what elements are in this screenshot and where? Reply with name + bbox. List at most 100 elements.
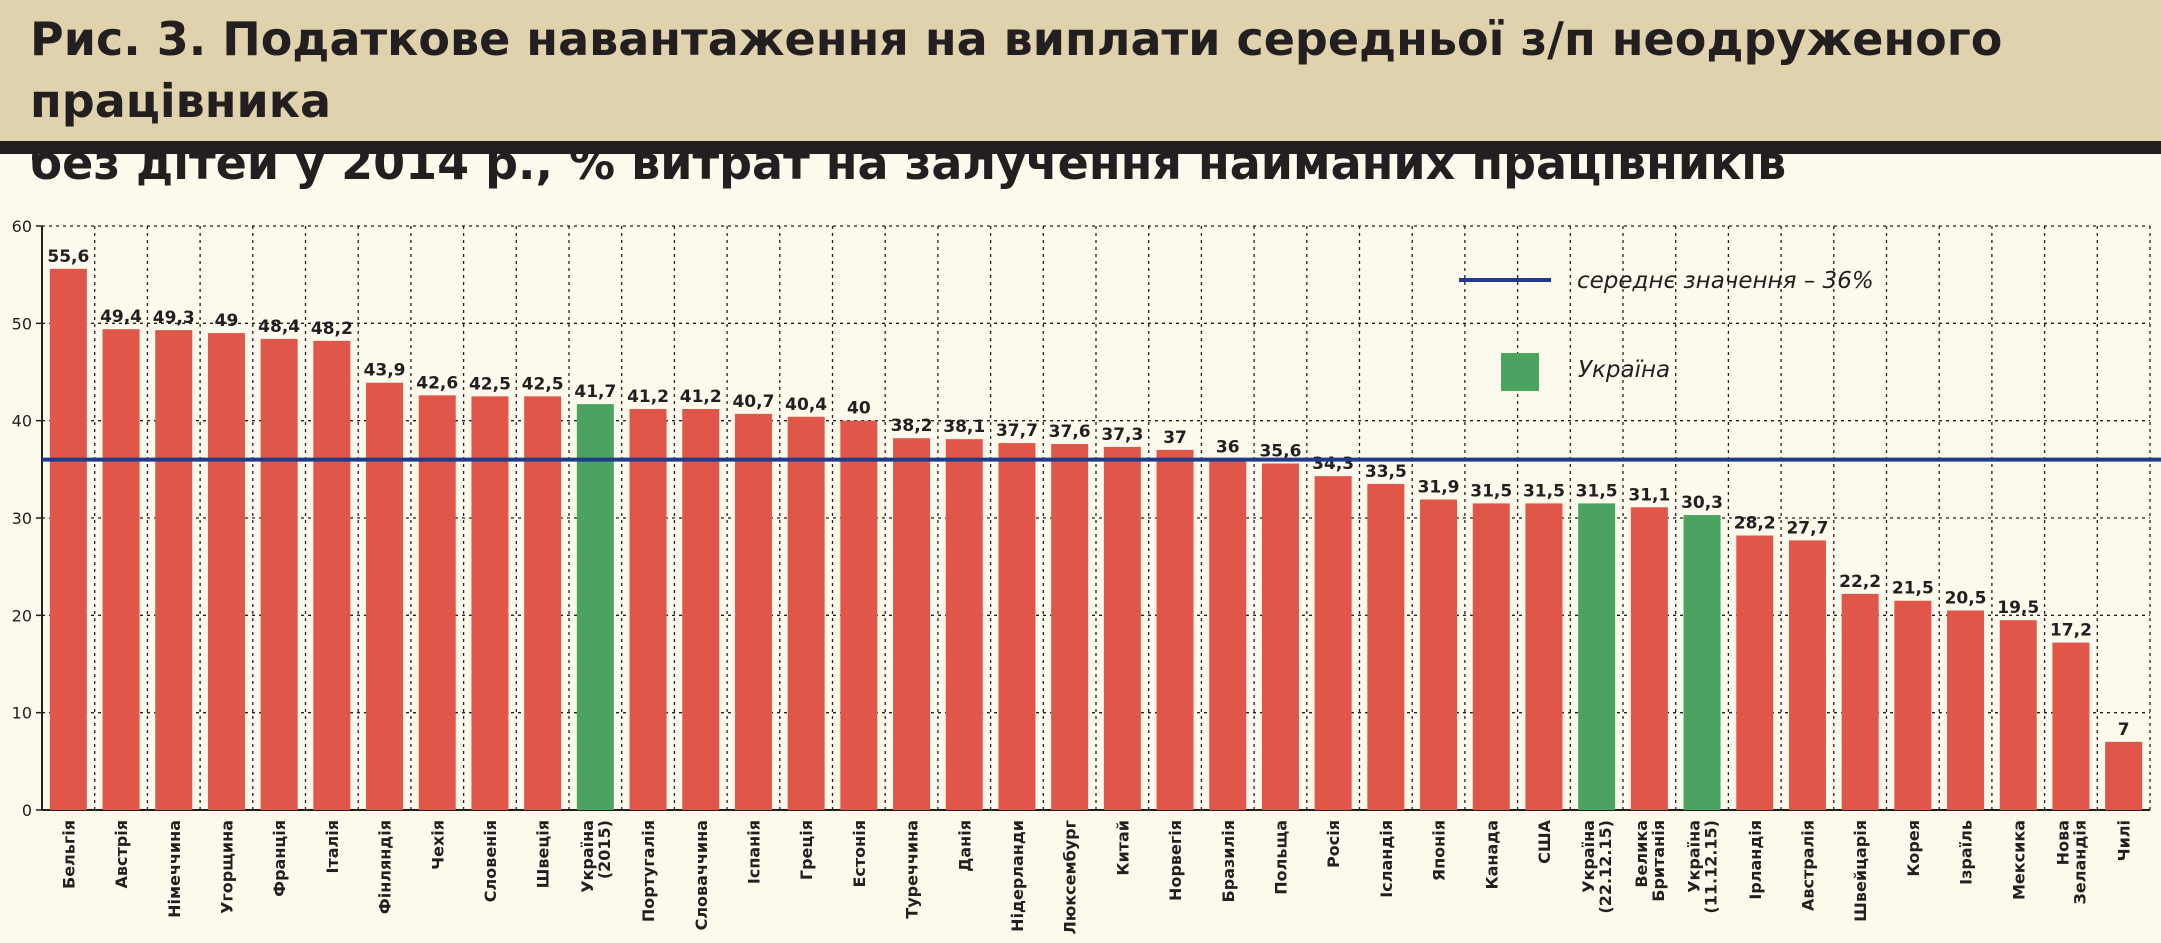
x-tick-label: Данія: [955, 820, 974, 872]
bar: [840, 420, 878, 810]
value-label: 37: [1163, 428, 1187, 448]
legend-ukraine-label: Україна: [1578, 357, 1670, 383]
bar: [1999, 620, 2037, 810]
bar: [893, 438, 931, 810]
value-label: 42,5: [469, 374, 511, 394]
x-tick-label: Україна(11.12.15): [1685, 820, 1721, 914]
x-tick-label: Ірландія: [1746, 820, 1765, 900]
y-tick-label: 0: [22, 801, 32, 820]
value-label: 48,2: [311, 319, 353, 339]
x-tick-label: Мексика: [2009, 820, 2028, 900]
value-label: 36: [1216, 438, 1240, 458]
bar: [945, 439, 983, 810]
bar: [1051, 444, 1089, 810]
x-tick-label: Швейцарія: [1851, 820, 1870, 922]
value-label: 22,2: [1839, 572, 1881, 592]
bar: [1209, 459, 1247, 810]
bar: [1103, 446, 1141, 810]
x-tick-label: Італія: [323, 820, 342, 874]
x-tick-label: Україна(22.12.15): [1579, 820, 1615, 914]
bar: [734, 413, 772, 810]
x-tick-label: Бельгія: [59, 820, 78, 889]
bar: [998, 443, 1036, 810]
bar: [576, 404, 614, 810]
bar: [1420, 499, 1458, 810]
value-label: 28,2: [1734, 514, 1776, 534]
bar: [1683, 515, 1721, 810]
x-tick-label: Австралія: [1798, 820, 1817, 911]
bar: [1841, 593, 1879, 810]
x-tick-label: Словаччина: [692, 820, 711, 930]
x-tick-label: Іспанія: [744, 820, 763, 884]
bar: [1314, 476, 1352, 810]
value-label: 30,3: [1681, 493, 1723, 513]
bar: [1894, 600, 1932, 810]
y-axis: 0 10 20 30 40 50 60: [12, 217, 42, 820]
value-label: 35,6: [1259, 441, 1301, 461]
x-tick-label: Фінляндія: [376, 820, 395, 914]
value-label: 41,7: [574, 382, 616, 402]
value-label: 37,3: [1101, 425, 1143, 445]
x-tick-label: Люксембург: [1061, 820, 1080, 935]
x-tick-label: Японія: [1430, 820, 1449, 881]
bar: [1630, 507, 1668, 810]
bar: [1947, 610, 1985, 810]
bar: [1367, 483, 1405, 810]
x-tick-label: Польща: [1271, 820, 1290, 895]
value-label: 31,1: [1628, 485, 1670, 505]
bar: [366, 382, 404, 810]
bar: [682, 408, 720, 810]
value-label: 42,5: [522, 374, 564, 394]
x-tick-label: Чехія: [428, 820, 447, 870]
value-label: 37,6: [1049, 422, 1091, 442]
x-tick-label: Словенія: [481, 820, 500, 902]
value-label: 21,5: [1892, 579, 1934, 599]
title-divider: [0, 141, 2161, 154]
x-tick-label: Корея: [1904, 820, 1923, 877]
bar-chart: 55,6 49,4 49,3 49 48,4 48,2 43,9 42,6 42,5 42,5 41…: [12, 217, 2161, 935]
chart-title: Рис. 3. Податкове навантаження на виплат…: [30, 12, 2003, 190]
x-tick-label: Естонія: [850, 820, 869, 888]
y-tick-label: 60: [12, 217, 32, 236]
x-tick-label: Франція: [270, 820, 289, 897]
x-tick-label: Україна(2015): [578, 820, 614, 893]
value-label: 34,3: [1312, 454, 1354, 474]
bars: [49, 268, 2143, 810]
title-banner: [0, 0, 2161, 141]
value-label: 38,2: [891, 416, 933, 436]
x-tick-label: Австрія: [112, 820, 131, 888]
legend-mean-label: середнє значення – 36%: [1577, 268, 1874, 294]
y-tick-label: 50: [12, 314, 32, 333]
bar: [629, 408, 667, 810]
y-tick-label: 20: [12, 606, 32, 625]
x-tick-label: Португалія: [639, 820, 658, 922]
x-tick-label: Ізраїль: [1957, 820, 1976, 885]
x-tick-label: США: [1535, 819, 1554, 864]
y-tick-label: 30: [12, 509, 32, 528]
bar: [471, 396, 509, 810]
x-tick-label: Угорщина: [217, 820, 236, 914]
value-label: 27,7: [1786, 518, 1828, 538]
value-label: 42,6: [416, 373, 458, 393]
bar: [1578, 503, 1616, 810]
bar: [2105, 741, 2143, 810]
bar: [207, 333, 245, 810]
bar: [418, 395, 456, 810]
x-tick-label: Німеччина: [165, 820, 184, 918]
bar: [1525, 503, 1563, 810]
x-tick-label: Чилі: [2115, 820, 2134, 861]
bar: [1156, 449, 1194, 810]
bar: [1472, 503, 1510, 810]
bar: [1736, 535, 1774, 810]
value-label: 40,7: [732, 392, 774, 412]
x-tick-label: Ісландія: [1377, 820, 1396, 898]
x-tick-label: Китай: [1113, 820, 1132, 876]
bar: [787, 416, 825, 810]
bar: [260, 338, 298, 810]
x-tick-label: Норвегія: [1166, 820, 1185, 901]
value-label: 31,5: [1470, 481, 1512, 501]
value-label: 33,5: [1365, 462, 1407, 482]
x-tick-label: Канада: [1482, 820, 1501, 889]
bar: [155, 330, 193, 810]
value-label: 49: [215, 311, 239, 331]
